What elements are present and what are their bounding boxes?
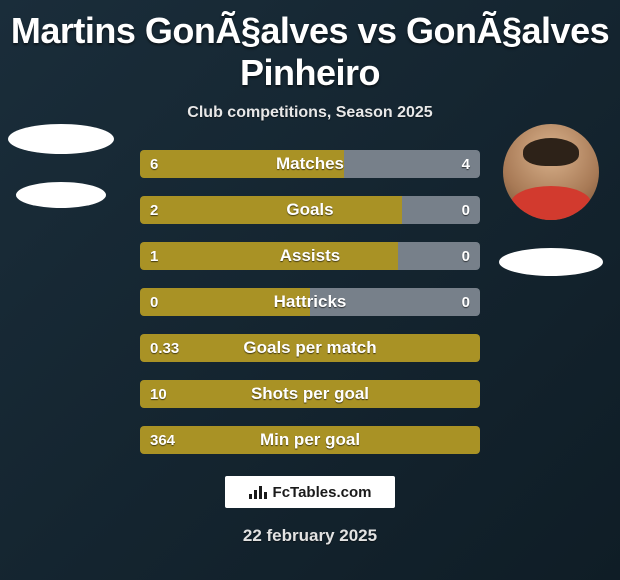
subtitle: Club competitions, Season 2025	[0, 104, 620, 122]
bar-value-right: 4	[462, 150, 470, 178]
bar-label: Assists	[140, 242, 480, 270]
stat-row-min-per-goal: Min per goal364	[140, 426, 480, 454]
bar-value-right: 0	[462, 288, 470, 316]
stat-row-shots-per-goal: Shots per goal10	[140, 380, 480, 408]
bar-value-left: 2	[150, 196, 158, 224]
bar-label: Shots per goal	[140, 380, 480, 408]
bar-value-left: 0.33	[150, 334, 179, 362]
bar-label: Goals per match	[140, 334, 480, 362]
bar-value-left: 0	[150, 288, 158, 316]
stat-row-hattricks: Hattricks0 0	[140, 288, 480, 316]
watermark[interactable]: FcTables.com	[225, 476, 395, 508]
watermark-text: FcTables.com	[273, 484, 372, 501]
stat-row-assists: Assists1 0	[140, 242, 480, 270]
stat-row-matches: Matches6 4	[140, 150, 480, 178]
bar-value-left: 6	[150, 150, 158, 178]
bar-value-right: 0	[462, 196, 470, 224]
bar-label: Min per goal	[140, 426, 480, 454]
bar-value-left: 10	[150, 380, 167, 408]
date-text: 22 february 2025	[0, 526, 620, 546]
stat-row-goals: Goals2 0	[140, 196, 480, 224]
bar-label: Matches	[140, 150, 480, 178]
bar-value-left: 364	[150, 426, 175, 454]
stat-row-goals-per-match: Goals per match0.33	[140, 334, 480, 362]
bar-label: Goals	[140, 196, 480, 224]
bar-value-right: 0	[462, 242, 470, 270]
stats-bars: Matches64Goals20Assists10Hattricks00Goal…	[140, 150, 480, 454]
page-title: Martins GonÃ§alves vs GonÃ§alves Pinheir…	[0, 0, 620, 98]
bar-label: Hattricks	[140, 288, 480, 316]
bars-icon	[249, 485, 267, 499]
bar-value-left: 1	[150, 242, 158, 270]
